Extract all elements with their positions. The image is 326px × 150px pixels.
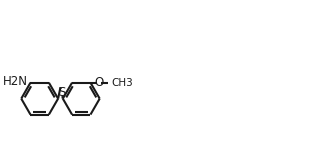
Text: CH3: CH3 [111, 78, 133, 88]
Text: H2N: H2N [3, 75, 28, 88]
Text: S: S [58, 86, 65, 99]
Text: O: O [94, 76, 104, 89]
